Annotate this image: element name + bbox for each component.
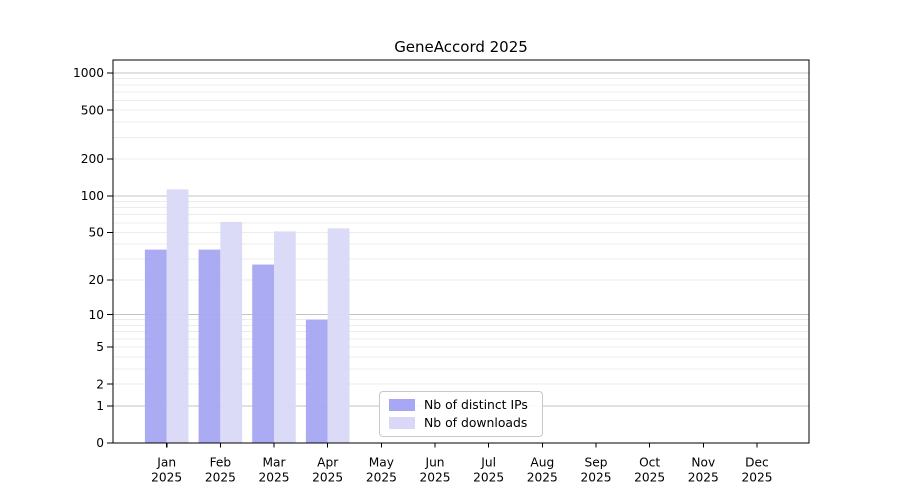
x-tick-year-label: 2025 — [259, 471, 290, 485]
legend-item-downloads: Nb of downloads — [389, 415, 533, 433]
x-tick-month-label: May — [369, 456, 394, 470]
bar-downloads — [166, 189, 189, 443]
x-tick-month-label: Jun — [424, 456, 444, 470]
legend-swatch-distinct-ips — [389, 398, 415, 411]
y-tick-label: 1000 — [73, 66, 104, 80]
bar-distinct-ips — [305, 319, 328, 443]
x-tick-month-label: Sep — [584, 456, 607, 470]
bar-distinct-ips — [144, 249, 167, 443]
x-tick-year-label: 2025 — [527, 471, 558, 485]
x-tick-year-label: 2025 — [312, 471, 343, 485]
y-tick-label: 100 — [81, 189, 104, 203]
x-tick-year-label: 2025 — [688, 471, 719, 485]
y-tick-label: 1 — [96, 399, 104, 413]
x-tick-month-label: Dec — [745, 456, 769, 470]
bar-distinct-ips — [252, 264, 275, 443]
y-tick-label: 50 — [88, 226, 104, 240]
legend-swatch-downloads — [389, 417, 415, 430]
x-tick-year-label: 2025 — [151, 471, 182, 485]
y-tick-label: 200 — [81, 152, 104, 166]
x-tick-month-label: Aug — [530, 456, 554, 470]
x-tick-month-label: Jan — [156, 456, 176, 470]
bar-downloads — [220, 221, 243, 443]
bar-downloads — [327, 228, 350, 443]
x-tick-year-label: 2025 — [741, 471, 772, 485]
y-tick-label: 20 — [88, 273, 104, 287]
x-tick-year-label: 2025 — [580, 471, 611, 485]
y-tick-label: 10 — [88, 308, 104, 322]
y-tick-label: 2 — [96, 377, 104, 391]
x-tick-month-label: Feb — [210, 456, 232, 470]
x-tick-year-label: 2025 — [366, 471, 397, 485]
x-tick-year-label: 2025 — [634, 471, 665, 485]
legend-label-downloads: Nb of downloads — [424, 415, 528, 431]
x-tick-year-label: 2025 — [205, 471, 236, 485]
legend: Nb of distinct IPs Nb of downloads — [379, 391, 543, 437]
plot-border — [112, 59, 810, 444]
x-tick-month-label: Jul — [480, 456, 496, 470]
x-tick-month-label: Mar — [263, 456, 287, 470]
legend-label-distinct-ips: Nb of distinct IPs — [424, 396, 528, 412]
x-tick-year-label: 2025 — [473, 471, 504, 485]
chart-title: GeneAccord 2025 — [394, 38, 528, 56]
y-tick-label: 0 — [96, 436, 104, 450]
x-tick-month-label: Nov — [691, 456, 715, 470]
y-tick-label: 500 — [81, 103, 104, 117]
x-tick-year-label: 2025 — [419, 471, 450, 485]
x-tick-month-label: Apr — [317, 456, 339, 470]
bar-downloads — [274, 231, 296, 443]
bar-distinct-ips — [198, 249, 221, 443]
x-tick-month-label: Oct — [639, 456, 660, 470]
y-tick-label: 5 — [96, 340, 104, 354]
legend-item-distinct-ips: Nb of distinct IPs — [389, 396, 533, 414]
